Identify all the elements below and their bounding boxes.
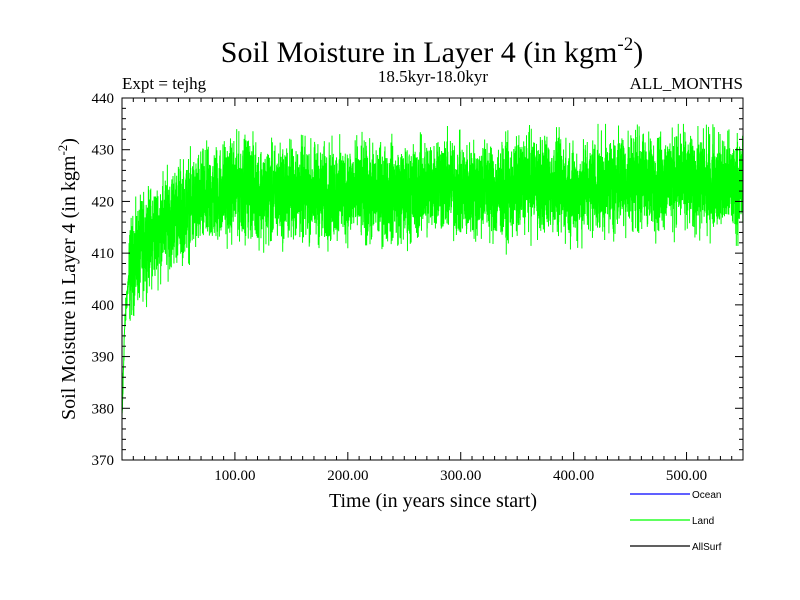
y-tick-label: 440 (92, 91, 115, 107)
y-tick-label: 420 (92, 194, 115, 210)
chart-title-main: Soil Moisture in Layer 4 (in kgm (221, 36, 618, 69)
x-tick-label: 500.00 (666, 468, 707, 484)
period-label: 18.5kyr-18.0kyr (378, 67, 488, 86)
y-axis-label-main: Soil Moisture in Layer 4 (in kgm (58, 155, 80, 420)
x-tick-label: 300.00 (440, 468, 481, 484)
x-axis: 100.00 200.00 300.00 400.00 500.00 (132, 98, 733, 484)
y-tick-label: 410 (92, 246, 115, 262)
legend-label-land: Land (692, 516, 714, 527)
y-tick-label: 380 (92, 401, 115, 417)
chart-title-close: ) (633, 36, 643, 69)
x-axis-label: Time (in years since start) (329, 490, 537, 512)
y-tick-label: 400 (92, 298, 115, 314)
months-label: ALL_MONTHS (630, 74, 743, 93)
series-line-land (121, 123, 744, 423)
chart-title: Soil Moisture in Layer 4 (in kgm-2) (221, 34, 643, 69)
y-tick-label: 370 (92, 453, 115, 469)
plot-area (121, 123, 744, 423)
y-axis: 370 380 390 400 410 420 430 440 (92, 91, 743, 469)
plot-frame (121, 97, 744, 461)
y-axis-label: Soil Moisture in Layer 4 (in kgm-2) (55, 138, 80, 420)
legend: Ocean Land AllSurf (630, 490, 722, 553)
x-tick-label: 100.00 (214, 468, 255, 484)
chart-title-superscript: -2 (617, 34, 633, 55)
y-tick-label: 430 (92, 143, 115, 159)
x-tick-label: 200.00 (327, 468, 368, 484)
y-tick-label: 390 (92, 350, 115, 366)
y-axis-label-close: ) (58, 138, 80, 145)
legend-label-allsurf: AllSurf (692, 542, 722, 553)
y-axis-label-superscript: -2 (55, 145, 70, 156)
x-tick-label: 400.00 (553, 468, 594, 484)
experiment-label: Expt = tejhg (122, 74, 207, 93)
legend-label-ocean: Ocean (692, 490, 721, 501)
